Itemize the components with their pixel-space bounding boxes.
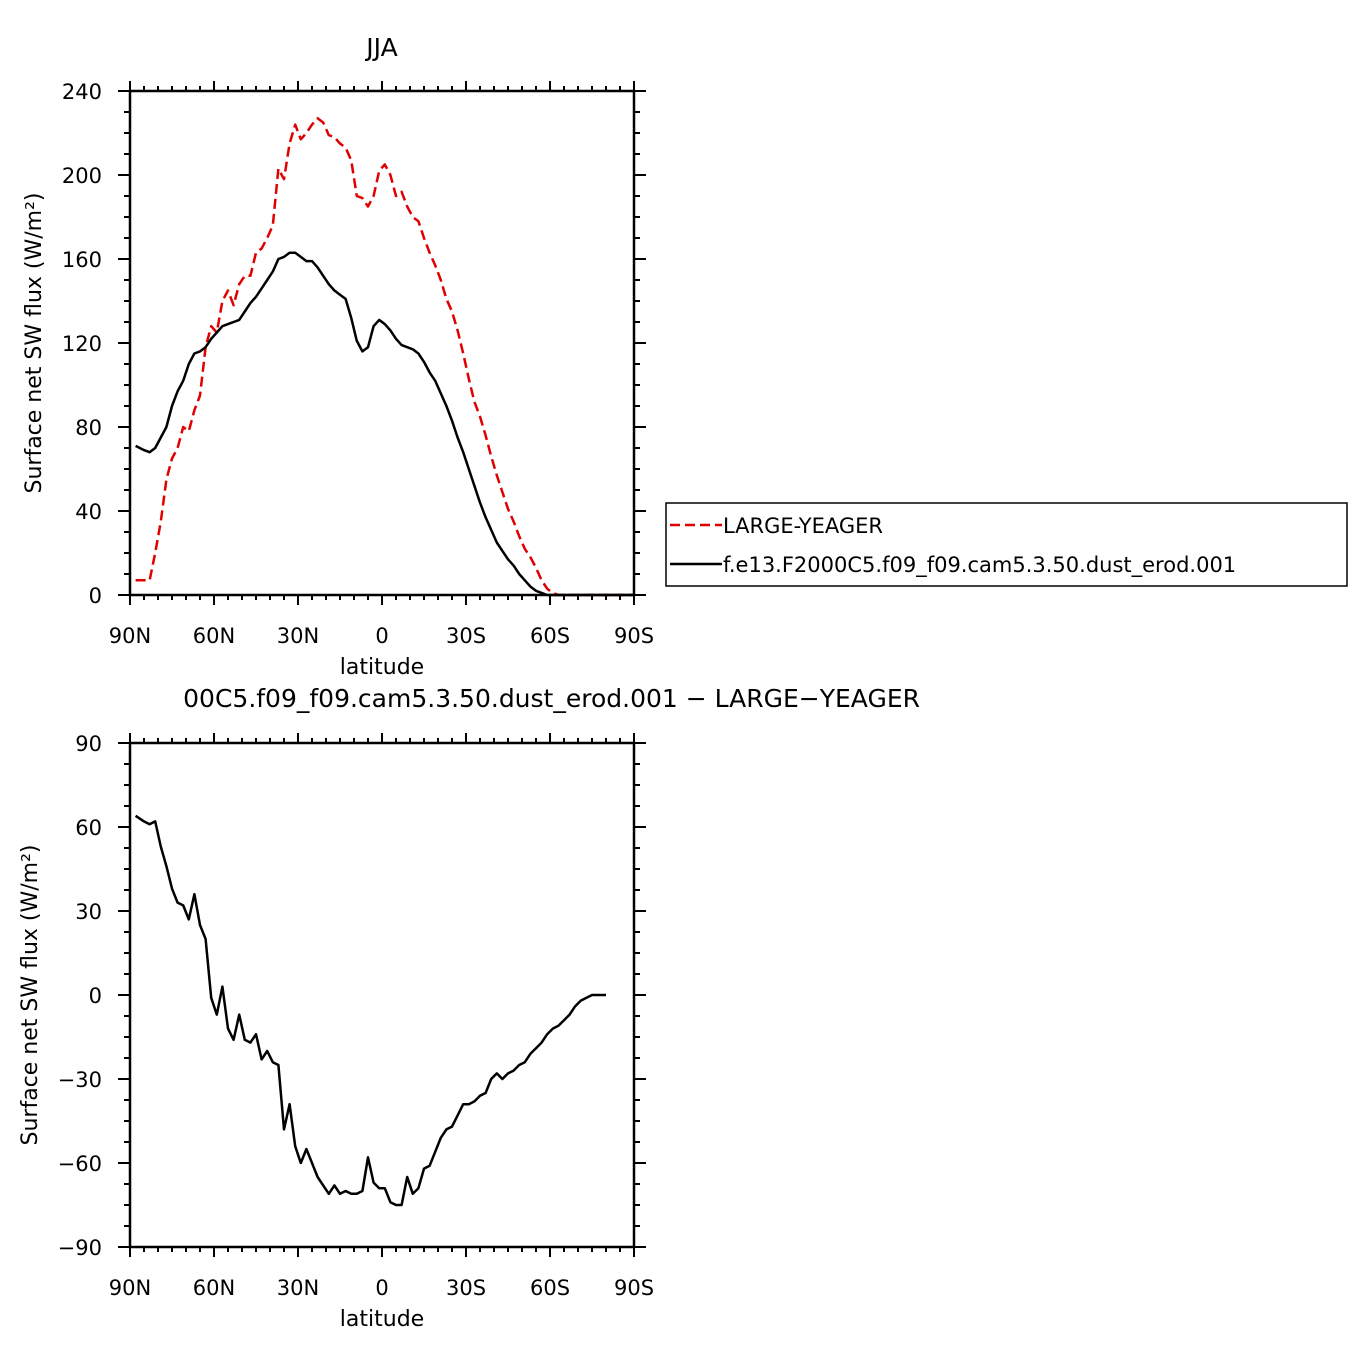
bottom-y-tick-label: 30 — [75, 900, 102, 924]
bottom-x-tick-label: 90N — [109, 1276, 151, 1300]
top-y-tick-label: 80 — [75, 416, 102, 440]
bottom-y-tick-label: 60 — [75, 816, 102, 840]
top-x-tick-label: 90N — [109, 624, 151, 648]
bottom-axis-ticks — [118, 733, 646, 1257]
top-y-tick-label: 40 — [75, 500, 102, 524]
bottom-series-line-0 — [134, 814, 606, 1207]
bottom-y-tick-label: 90 — [75, 732, 102, 756]
top-panel: JJA 90N 60N 30N 0 30S 60S 90S 0 40 80 120 160 200 240… — [22, 33, 654, 680]
top-y-tick-label: 120 — [62, 332, 102, 356]
top-panel-title: JJA — [364, 33, 397, 62]
bottom-y-tick-label: −30 — [58, 1068, 102, 1092]
top-plot-frame — [128, 89, 636, 597]
top-series-line-0 — [135, 117, 634, 597]
bottom-panel: 00C5.f09_f09.cam5.3.50.dust_erod.001 − L… — [18, 684, 920, 1332]
top-axis-ticks — [118, 81, 646, 605]
top-tick-labels: 90N 60N 30N 0 30S 60S 90S 0 40 80 120 160 200 240 — [62, 80, 654, 648]
top-x-tick-label: 60N — [193, 624, 235, 648]
top-y-tick-label: 0 — [89, 584, 102, 608]
top-y-tick-label: 240 — [62, 80, 102, 104]
bottom-tick-labels: 90N 60N 30N 0 30S 60S 90S −90 −60 −30 0 30 60 90 — [58, 732, 654, 1300]
bottom-x-tick-label: 30N — [277, 1276, 319, 1300]
bottom-x-axis-label: latitude — [340, 1307, 424, 1332]
bottom-x-tick-label: 60S — [530, 1276, 570, 1300]
bottom-x-tick-label: 90S — [614, 1276, 654, 1300]
top-y-tick-label: 160 — [62, 248, 102, 272]
top-x-axis-label: latitude — [340, 655, 424, 680]
bottom-x-tick-label: 60N — [193, 1276, 235, 1300]
top-x-tick-label: 30S — [446, 624, 486, 648]
bottom-plot-frame — [128, 741, 636, 1249]
bottom-y-axis-label: Surface net SW flux (W/m²) — [18, 844, 43, 1145]
legend-box — [665, 502, 1348, 587]
legend-label-large-yeager: LARGE-YEAGER — [723, 514, 883, 538]
top-x-tick-label: 90S — [614, 624, 654, 648]
top-x-tick-label: 60S — [530, 624, 570, 648]
legend-label-dust-erod: f.e13.F2000C5.f09_f09.cam5.3.50.dust_ero… — [723, 553, 1236, 578]
bottom-y-tick-label: −90 — [58, 1236, 102, 1260]
top-x-tick-label: 30N — [277, 624, 319, 648]
top-x-tick-label: 0 — [375, 624, 388, 648]
top-series-line-1 — [135, 251, 634, 597]
bottom-series-group — [134, 814, 606, 1207]
top-y-axis-label: Surface net SW flux (W/m²) — [22, 192, 47, 493]
bottom-y-tick-label: −60 — [58, 1152, 102, 1176]
bottom-y-tick-label: 0 — [89, 984, 102, 1008]
top-series-group — [135, 117, 634, 597]
bottom-x-tick-label: 30S — [446, 1276, 486, 1300]
bottom-panel-title: 00C5.f09_f09.cam5.3.50.dust_erod.001 − L… — [183, 684, 920, 713]
bottom-x-tick-label: 0 — [375, 1276, 388, 1300]
legend: LARGE-YEAGER f.e13.F2000C5.f09_f09.cam5.… — [665, 502, 1348, 587]
top-y-tick-label: 200 — [62, 164, 102, 188]
